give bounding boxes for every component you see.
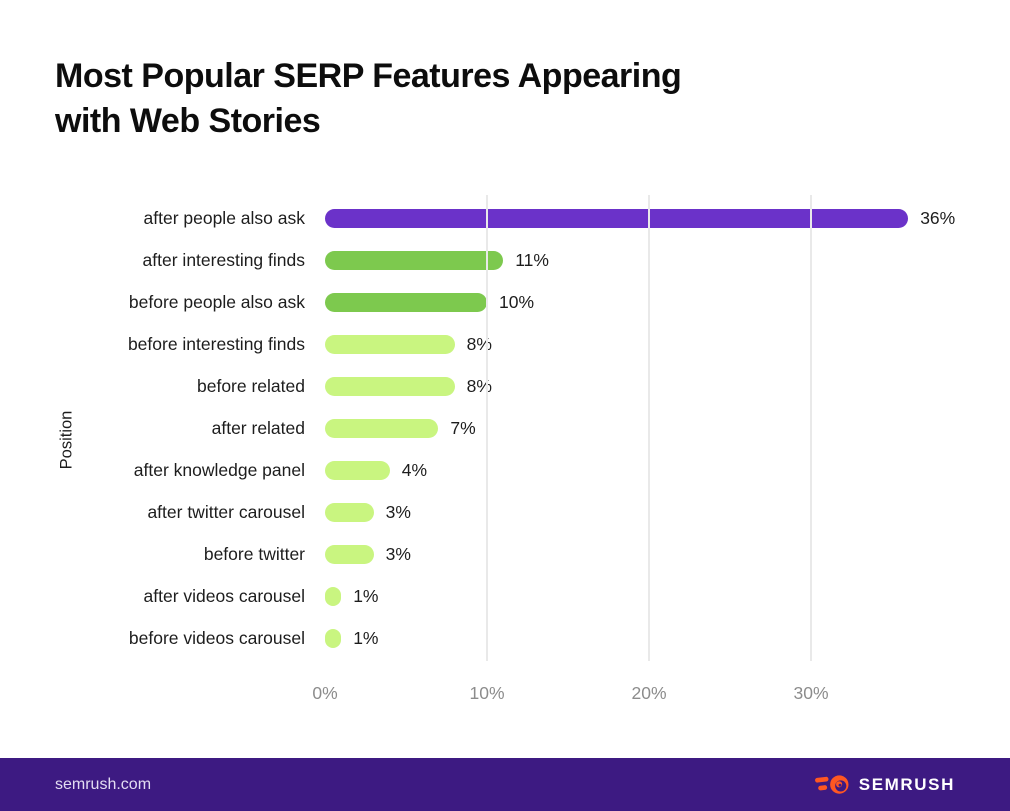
bar-after-twitter-carousel: [325, 502, 374, 522]
page-title-line2: with Web Stories: [55, 101, 321, 140]
bar-track: 11%: [325, 250, 1010, 271]
chart-row: before videos carousel 1%: [0, 617, 1010, 659]
bar-after-people-also-ask: [325, 208, 909, 228]
chart-row: after people also ask 36%: [0, 197, 1010, 239]
semrush-flame-icon: [814, 774, 849, 794]
category-label: after interesting finds: [142, 249, 305, 270]
value-label: 7%: [450, 417, 476, 438]
bar-before-twitter: [325, 544, 374, 564]
chart-row: before twitter 3%: [0, 533, 1010, 575]
category-label: after twitter carousel: [147, 501, 305, 522]
bar-before-interesting-finds: [325, 334, 455, 354]
chart-row: after videos carousel 1%: [0, 575, 1010, 617]
bar-track: 1%: [325, 586, 1010, 607]
x-axis-tick-label: 30%: [793, 683, 829, 703]
footer: semrush.com SEMRUSH: [0, 758, 1010, 811]
bar-before-videos-carousel: [325, 628, 342, 648]
x-axis-tick-label: 0%: [312, 683, 338, 703]
x-axis-tick-label: 20%: [631, 683, 667, 703]
value-label: 3%: [385, 501, 411, 522]
value-label: 3%: [385, 543, 411, 564]
bar-track: 4%: [325, 460, 1010, 481]
bar-track: 3%: [325, 502, 1010, 523]
value-label: 36%: [920, 207, 956, 228]
value-label: 8%: [466, 375, 492, 396]
bar-track: 8%: [325, 376, 1010, 397]
bar-track: 3%: [325, 544, 1010, 565]
page-title: Most Popular SERP Features Appearing with…: [55, 54, 682, 144]
bar-track: 8%: [325, 334, 1010, 355]
value-label: 8%: [466, 333, 492, 354]
category-label: after knowledge panel: [133, 459, 305, 480]
value-label: 10%: [499, 291, 535, 312]
bar-after-related: [325, 418, 439, 438]
bar-after-knowledge-panel: [325, 460, 390, 480]
page-title-line1: Most Popular SERP Features Appearing: [55, 57, 682, 95]
category-label: before interesting finds: [127, 333, 305, 354]
chart-row: after twitter carousel 3%: [0, 491, 1010, 533]
chart-rows: after people also ask 36% after interestin…: [0, 197, 1010, 659]
semrush-logo: SEMRUSH: [814, 771, 955, 799]
bar-before-people-also-ask: [325, 292, 487, 312]
bar-chart: Position after people also ask 36% after i…: [0, 195, 1010, 703]
bar-track: 1%: [325, 628, 1010, 649]
category-label: before twitter: [203, 543, 305, 564]
chart-row: after interesting finds 11%: [0, 239, 1010, 281]
bar-track: 10%: [325, 292, 1010, 313]
chart-row: after related 7%: [0, 407, 1010, 449]
value-label: 4%: [401, 459, 428, 480]
semrush-wordmark: SEMRUSH: [858, 774, 955, 794]
category-label: before related: [197, 375, 305, 396]
category-label: after videos carousel: [143, 585, 305, 606]
bar-track: 7%: [325, 418, 1010, 439]
category-label: before people also ask: [128, 291, 305, 312]
x-axis: 0% 10% 20% 30%: [312, 683, 985, 707]
category-label: before videos carousel: [128, 627, 305, 648]
category-label: after people also ask: [143, 207, 306, 228]
footer-site-url: semrush.com: [55, 775, 152, 793]
bar-before-related: [325, 376, 455, 396]
x-axis-tick-label: 10%: [469, 683, 505, 703]
chart-row: before people also ask 10%: [0, 281, 1010, 323]
value-label: 1%: [353, 585, 379, 606]
category-label: after related: [211, 417, 305, 438]
bar-track: 36%: [325, 208, 1010, 229]
chart-row: after knowledge panel 4%: [0, 449, 1010, 491]
value-label: 1%: [353, 627, 379, 648]
bar-after-videos-carousel: [325, 586, 342, 606]
bar-after-interesting-finds: [325, 250, 504, 270]
chart-row: before related 8%: [0, 365, 1010, 407]
value-label: 11%: [515, 249, 549, 270]
chart-row: before interesting finds 8%: [0, 323, 1010, 365]
